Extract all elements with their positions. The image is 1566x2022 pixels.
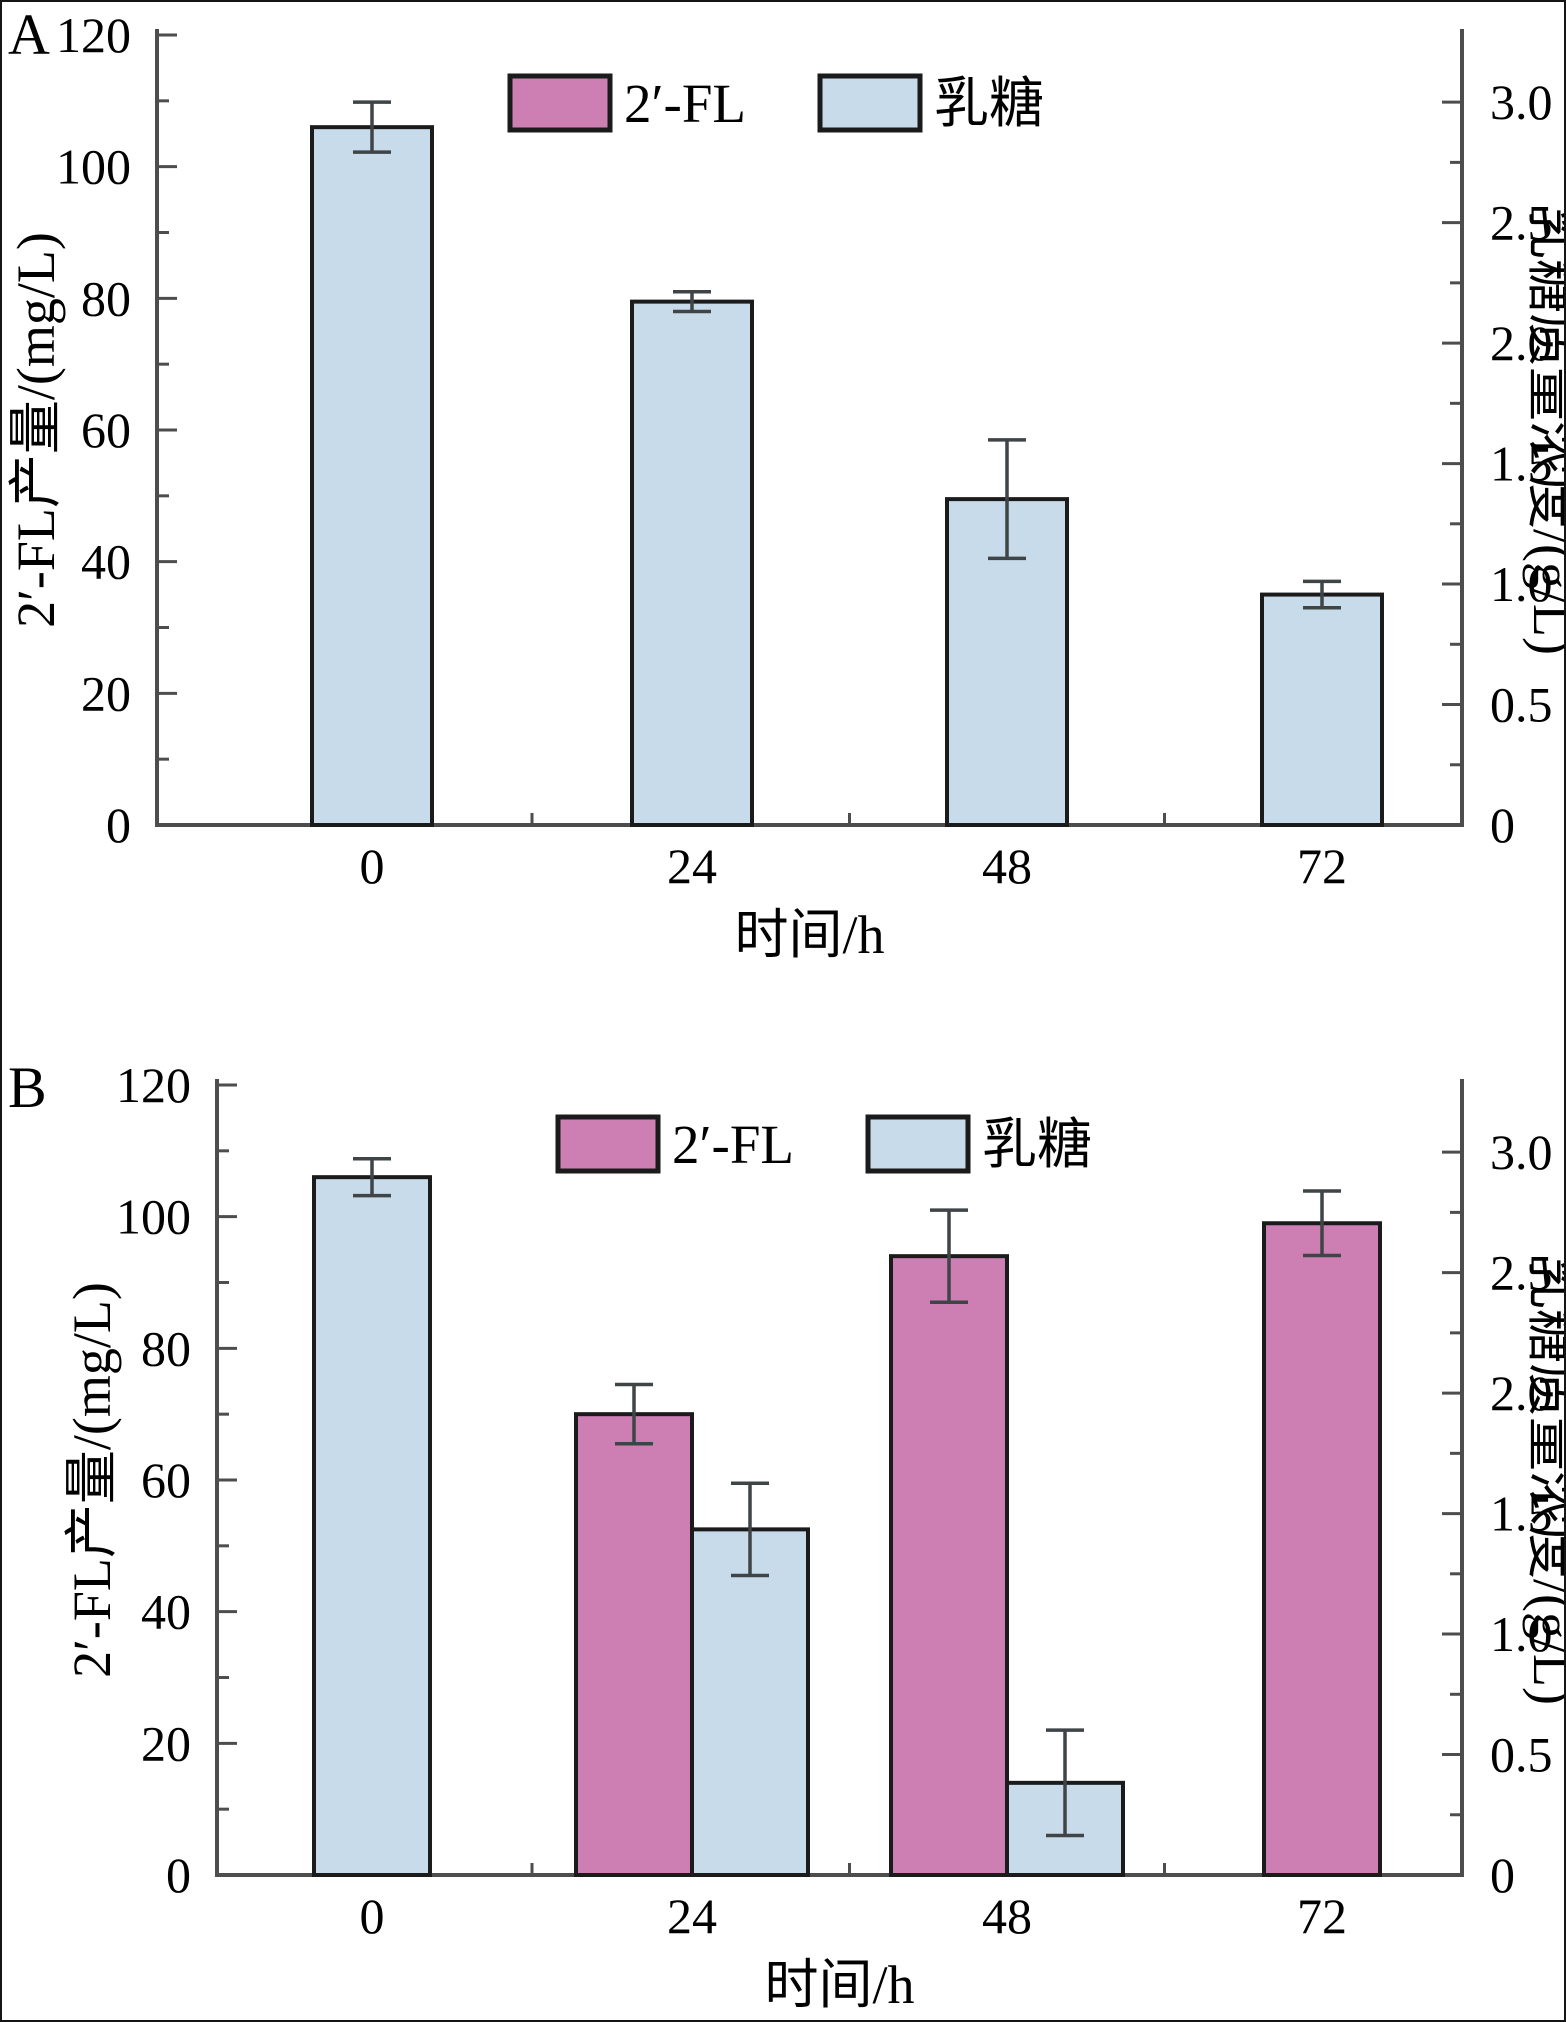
panel-label: A [8,2,50,67]
left-axis-tick-label: 20 [141,1715,191,1771]
left-axis-tick-label: 40 [141,1584,191,1640]
right-axis-tick-label: 0 [1490,1847,1515,1903]
x-axis-tick-label: 0 [360,1888,385,1944]
x-axis-tick-label: 72 [1297,1888,1347,1944]
left-axis-tick-label: 80 [81,270,131,326]
bar-lactose-24h [690,1527,810,1877]
right-axis-tick-label: 1.0 [1490,1606,1553,1662]
right-axis-tick-label: 3.0 [1490,74,1553,130]
error-bar-fl-72h [1303,1189,1341,1258]
left-axis-tick-label: 0 [166,1847,191,1903]
bar-fl-24h [574,1412,694,1877]
right-axis-tick-label: 1.5 [1490,1486,1553,1542]
legend-item-fl: 2′-FL [507,73,746,134]
right-axis-title: 乳糖质量浓度/(g/L) [1522,205,1566,655]
x-axis-title: 时间/h [764,1955,914,2015]
error-bar-lactose-0h [353,100,391,154]
right-axis-tick-label: 2.5 [1490,195,1553,251]
bar-lactose-0h [312,1175,432,1877]
right-axis-tick-label: 2.5 [1490,1245,1553,1301]
bar-lactose-24h [630,299,754,827]
panel-B: B 0 20 40 60 80 100 120 0 0.5 1.0 1.5 2.0 2.5 3.0 0 24 48… [2,1012,1566,2020]
right-axis-tick-label: 0.5 [1490,1727,1553,1783]
x-axis-tick-label: 48 [982,1888,1032,1944]
left-axis-tick-label: 60 [141,1452,191,1508]
error-bar-lactose-48h [988,438,1026,561]
left-axis-tick-label: 0 [106,797,131,853]
left-axis-tick-label: 120 [116,1057,191,1113]
right-axis-tick-label: 2.0 [1490,315,1553,371]
left-axis-tick-label: 40 [81,534,131,590]
x-axis-tick-label: 72 [1297,838,1347,894]
right-axis-tick-label: 2.0 [1490,1365,1553,1421]
left-axis-tick-label: 60 [81,402,131,458]
panel-A: A 0 20 40 60 80 100 120 0 0.5 1.0 1.5 2.0 2.5 3.0 0 24 48… [2,2,1564,1012]
left-axis-tick-label: 100 [56,139,131,195]
legend-label-fl: 2′-FL [672,1114,794,1175]
bar-fl-72h [1262,1221,1382,1877]
chart-B: B 0 20 40 60 80 100 120 0 0.5 1.0 1.5 2.0 2.5 3.0 0 24 48… [8,1055,1566,2015]
legend-item-lactose: 乳糖 [865,1114,1092,1175]
right-axis-tick-label: 0.5 [1490,677,1553,733]
error-bar-lactose-72h [1303,579,1341,610]
legend-swatch-lactose [865,1114,971,1174]
right-axis-tick-label: 0 [1490,797,1515,853]
legend-swatch-lactose [817,73,923,133]
left-axis-tick-label: 120 [56,7,131,63]
error-bar-lactose-48h [1046,1728,1084,1838]
bar-fl-48h [889,1254,1009,1877]
x-axis-title: 时间/h [734,905,884,965]
bar-lactose-72h [1260,592,1384,827]
left-axis-tick-label: 20 [81,665,131,721]
legend-label-fl: 2′-FL [624,73,746,134]
left-axis-title: 2′-FL产量/(mg/L) [62,1282,122,1678]
legend-label-lactose: 乳糖 [982,1114,1092,1175]
left-axis-tick-label: 80 [141,1320,191,1376]
left-axis-tick-label: 100 [116,1189,191,1245]
x-axis-tick-label: 24 [667,838,717,894]
x-axis-tick-label: 24 [667,1888,717,1944]
chart-A: A 0 20 40 60 80 100 120 0 0.5 1.0 1.5 2.0 2.5 3.0 0 24 48… [6,2,1566,965]
error-bar-lactose-0h [353,1156,391,1198]
error-bar-lactose-24h [673,290,711,314]
x-axis-tick-label: 48 [982,838,1032,894]
x-axis-tick-label: 0 [360,838,385,894]
panel-label: B [8,1055,47,1120]
error-bar-fl-48h [930,1208,968,1304]
error-bar-lactose-24h [731,1481,769,1578]
legend-label-lactose: 乳糖 [934,73,1044,134]
right-axis-title: 乳糖质量浓度/(g/L) [1522,1255,1566,1705]
bar-lactose-0h [310,125,434,827]
right-axis-tick-label: 3.0 [1490,1124,1553,1180]
legend-swatch-fl [507,73,613,133]
legend-swatch-fl [555,1114,661,1174]
legend-item-lactose: 乳糖 [817,73,1044,134]
error-bar-fl-24h [615,1382,653,1446]
right-axis-tick-label: 1.5 [1490,436,1553,492]
left-axis-title: 2′-FL产量/(mg/L) [6,232,66,628]
legend-item-fl: 2′-FL [555,1114,794,1175]
right-axis-tick-label: 1.0 [1490,556,1553,612]
